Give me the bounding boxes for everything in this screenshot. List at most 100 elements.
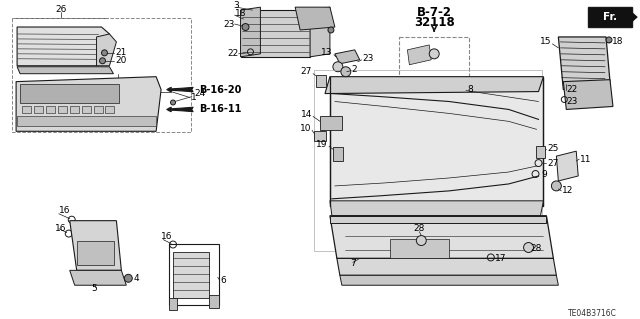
Bar	[22, 107, 31, 114]
Polygon shape	[97, 34, 116, 66]
Text: 12: 12	[563, 186, 573, 195]
Bar	[12, 18, 191, 132]
Circle shape	[524, 242, 534, 252]
Polygon shape	[70, 221, 122, 270]
Bar	[82, 107, 91, 114]
Polygon shape	[340, 275, 558, 285]
Text: 22: 22	[566, 85, 577, 94]
Text: 3: 3	[234, 1, 239, 10]
Bar	[536, 146, 545, 158]
Circle shape	[102, 50, 108, 56]
Polygon shape	[556, 151, 578, 181]
Text: 23: 23	[223, 19, 235, 28]
Bar	[93, 107, 102, 114]
Text: 16: 16	[55, 224, 67, 233]
Circle shape	[328, 27, 334, 33]
Polygon shape	[241, 7, 260, 57]
Text: 15: 15	[540, 37, 552, 47]
Circle shape	[124, 274, 132, 282]
Bar	[34, 107, 43, 114]
Polygon shape	[325, 77, 543, 93]
Bar	[58, 107, 67, 114]
Text: 5: 5	[92, 284, 97, 293]
Text: 8: 8	[467, 85, 473, 94]
Bar	[390, 239, 449, 258]
Text: 6: 6	[221, 276, 227, 285]
Circle shape	[552, 181, 561, 191]
Text: 16: 16	[161, 232, 173, 241]
Polygon shape	[330, 77, 543, 206]
Polygon shape	[173, 252, 209, 298]
Polygon shape	[17, 67, 113, 74]
Bar	[70, 107, 79, 114]
Polygon shape	[241, 10, 310, 57]
Text: 2: 2	[352, 65, 357, 74]
Circle shape	[341, 67, 351, 77]
Bar	[77, 241, 115, 265]
Polygon shape	[16, 77, 161, 131]
Text: TE04B3716C: TE04B3716C	[568, 308, 617, 317]
Polygon shape	[330, 201, 543, 216]
Text: 11: 11	[580, 155, 592, 164]
Circle shape	[333, 62, 343, 72]
Polygon shape	[169, 298, 177, 310]
Circle shape	[242, 24, 249, 31]
Polygon shape	[70, 270, 126, 285]
Polygon shape	[558, 37, 610, 90]
Polygon shape	[330, 216, 547, 223]
Text: 28: 28	[413, 224, 425, 233]
Polygon shape	[209, 295, 219, 308]
Circle shape	[429, 49, 439, 59]
Text: 18: 18	[612, 37, 623, 47]
Bar	[316, 75, 326, 86]
Polygon shape	[295, 7, 335, 30]
Polygon shape	[563, 80, 613, 109]
Text: 13: 13	[321, 48, 333, 57]
Circle shape	[417, 235, 426, 246]
Circle shape	[100, 58, 106, 64]
Circle shape	[606, 37, 612, 43]
Text: 25: 25	[547, 144, 559, 153]
Text: B-16-20: B-16-20	[199, 85, 241, 95]
Text: 27: 27	[547, 159, 559, 167]
Text: 4: 4	[133, 274, 139, 283]
Bar	[314, 131, 326, 141]
Polygon shape	[408, 45, 431, 65]
Text: 17: 17	[495, 254, 506, 263]
Text: 24: 24	[194, 89, 205, 98]
Polygon shape	[310, 7, 330, 57]
Text: 19: 19	[316, 140, 328, 149]
Text: 18: 18	[235, 9, 246, 18]
Bar	[333, 147, 343, 161]
Text: 9: 9	[541, 169, 547, 179]
Text: 7: 7	[350, 259, 356, 268]
Text: 23: 23	[363, 54, 374, 63]
Text: 22: 22	[227, 49, 239, 58]
Text: B-16-11: B-16-11	[199, 104, 241, 115]
Bar	[17, 116, 156, 126]
Text: 27: 27	[301, 67, 312, 76]
Text: 16: 16	[59, 206, 70, 215]
Text: 1: 1	[191, 93, 196, 102]
Text: 14: 14	[301, 110, 312, 119]
Text: Fr.: Fr.	[603, 12, 617, 22]
Bar	[588, 7, 632, 27]
Text: 10: 10	[300, 124, 311, 133]
Bar	[46, 107, 55, 114]
Polygon shape	[628, 8, 638, 26]
Bar	[320, 116, 342, 130]
Text: 21: 21	[115, 48, 127, 57]
Text: B-7-2: B-7-2	[417, 6, 452, 19]
Text: 26: 26	[55, 5, 67, 14]
Polygon shape	[335, 50, 360, 64]
Polygon shape	[330, 216, 554, 258]
Bar	[106, 107, 115, 114]
Text: 20: 20	[115, 56, 127, 65]
Text: 23: 23	[566, 97, 578, 106]
Circle shape	[170, 100, 175, 105]
Bar	[399, 37, 469, 77]
Text: 28: 28	[531, 244, 542, 253]
Polygon shape	[603, 12, 630, 22]
Polygon shape	[337, 258, 556, 275]
Polygon shape	[17, 27, 109, 66]
